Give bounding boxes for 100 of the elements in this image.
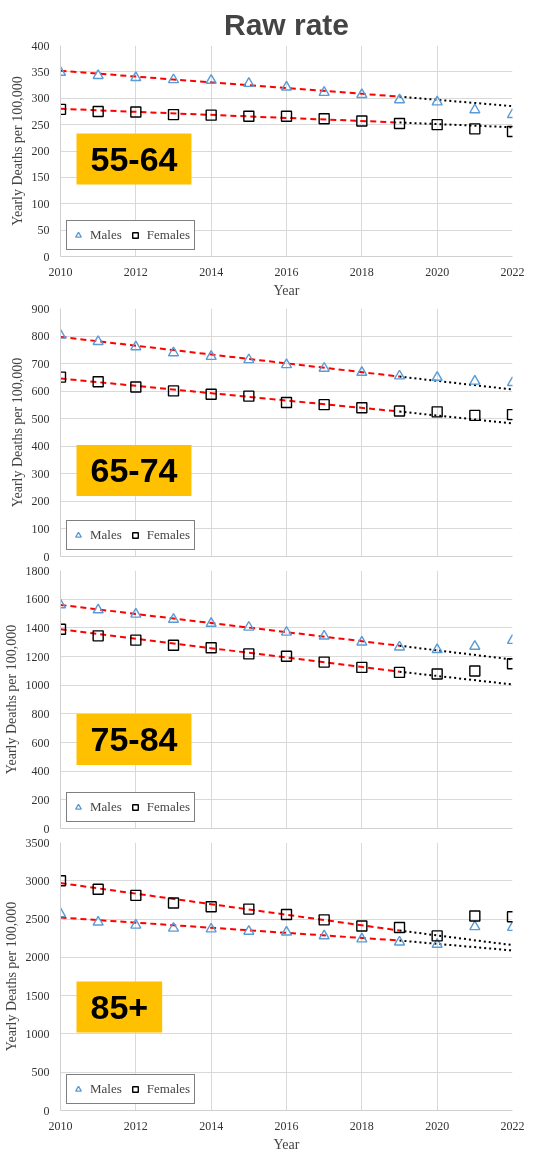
legend-label: Males	[90, 527, 122, 543]
point	[205, 109, 217, 121]
y-tick-label: 0	[43, 249, 50, 264]
point	[280, 650, 293, 662]
x-tick-label: 2014	[199, 1118, 224, 1133]
point	[205, 349, 217, 361]
y-tick-label: 100	[31, 196, 50, 211]
point	[393, 369, 406, 380]
annotation: 75-84	[90, 719, 178, 758]
y-axis-title: Yearly Deaths per 100,000	[3, 624, 19, 775]
y-tick-label: 1400	[25, 620, 50, 635]
point	[205, 388, 217, 400]
x-tick-label: 2020	[425, 264, 450, 279]
y-tick-label: 600	[31, 384, 50, 399]
y-tick-label: 0	[43, 549, 50, 564]
point	[130, 607, 142, 618]
y-tick-label: 1200	[25, 649, 50, 664]
point	[92, 603, 104, 614]
y-tick-label: 250	[31, 117, 50, 132]
x-tick-label: 2010	[48, 1118, 73, 1133]
y-tick-label: 400	[31, 38, 50, 53]
legend-label: Males	[90, 1081, 122, 1097]
point	[92, 376, 104, 388]
legend-label: Females	[146, 799, 191, 815]
point	[130, 340, 142, 351]
point	[243, 353, 255, 364]
y-tick-label: 1800	[25, 563, 50, 578]
x-axis-title: Year	[273, 282, 300, 298]
point	[167, 346, 180, 357]
point	[431, 643, 443, 654]
x-tick-label: 2018	[349, 264, 374, 279]
y-tick-label: 2500	[25, 912, 50, 927]
point	[431, 668, 443, 680]
point	[92, 335, 104, 346]
point	[356, 88, 368, 99]
point	[280, 80, 293, 91]
point	[205, 642, 217, 654]
y-axis-title: Yearly Deaths per 100,000	[3, 901, 19, 1052]
y-tick-label: 200	[31, 494, 50, 509]
y-tick-label: 350	[31, 64, 50, 79]
point	[92, 630, 104, 642]
point	[469, 409, 481, 422]
y-tick-label: 800	[31, 706, 50, 721]
point	[205, 616, 217, 627]
annotation: 85+	[90, 987, 149, 1026]
point	[280, 625, 293, 636]
point	[205, 73, 217, 84]
point	[167, 73, 180, 84]
point	[356, 115, 368, 127]
point	[393, 640, 406, 651]
y-tick-label: 400	[31, 439, 50, 454]
point	[431, 95, 443, 106]
y-tick-label: 1000	[25, 678, 50, 693]
point	[318, 113, 330, 125]
y-tick-label: 200	[31, 144, 50, 158]
point	[469, 665, 481, 677]
point	[318, 656, 330, 668]
y-tick-label: 800	[31, 329, 50, 344]
x-tick-label: 2010	[48, 264, 73, 279]
y-tick-label: 300	[31, 91, 50, 106]
x-tick-label: 2022	[500, 264, 525, 279]
point	[280, 358, 293, 369]
y-tick-label: 0	[43, 1103, 50, 1118]
y-tick-label: 3000	[25, 873, 50, 888]
point	[356, 365, 368, 377]
y-tick-label: 200	[31, 792, 50, 807]
x-tick-label: 2018	[349, 1118, 374, 1133]
y-axis-title: Yearly Deaths per 100,000	[9, 76, 25, 226]
point	[243, 77, 255, 88]
y-tick-label: 400	[31, 764, 50, 779]
y-tick-label: 100	[31, 521, 50, 536]
point	[280, 110, 293, 122]
point	[167, 385, 180, 397]
y-tick-label: 500	[31, 411, 50, 426]
y-tick-label: 50	[37, 223, 50, 238]
legend-label: Males	[90, 227, 122, 243]
y-tick-label: 3500	[25, 835, 50, 850]
y-tick-label: 1500	[25, 988, 50, 1003]
x-tick-label: 2016	[274, 1118, 299, 1133]
point	[243, 110, 255, 122]
x-tick-label: 2014	[199, 264, 224, 279]
point	[167, 639, 180, 652]
y-tick-label: 700	[31, 356, 50, 371]
point	[130, 106, 142, 118]
x-tick-label: 2020	[425, 1118, 450, 1133]
point	[130, 71, 142, 82]
annotation: 65-74	[90, 450, 178, 489]
point	[393, 93, 406, 104]
legend-label: Males	[90, 799, 122, 815]
point	[243, 390, 255, 402]
point	[318, 398, 330, 411]
point	[469, 374, 481, 385]
x-tick-label: 2022	[500, 1118, 525, 1133]
point	[356, 635, 368, 646]
chart-title: Raw rate	[223, 7, 350, 41]
point	[318, 629, 330, 640]
point	[431, 406, 443, 418]
point	[92, 105, 104, 118]
y-tick-label: 500	[31, 1065, 50, 1080]
point	[130, 634, 142, 646]
